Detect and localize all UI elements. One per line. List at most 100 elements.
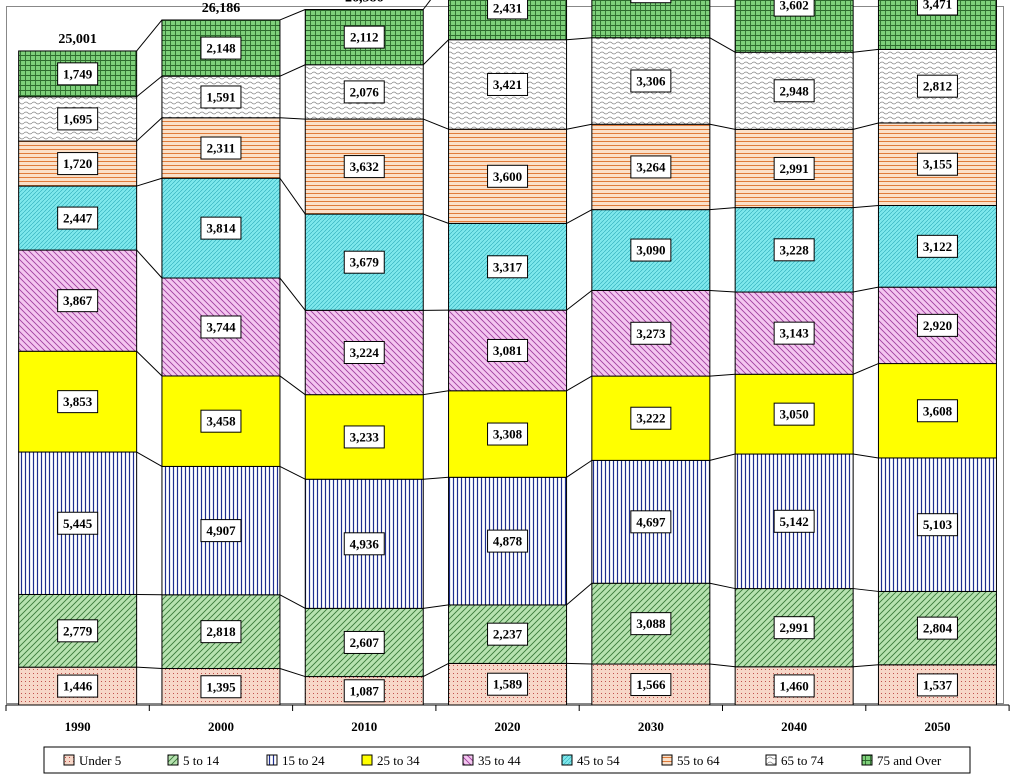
connector-line	[279, 64, 306, 77]
data-label-box	[487, 72, 529, 96]
data-label-box	[57, 674, 99, 698]
connector-line	[423, 604, 449, 609]
connector-line	[853, 286, 879, 293]
data-label-box	[200, 85, 242, 109]
connector-line	[279, 465, 306, 480]
x-tick-label: 1990	[65, 719, 91, 734]
connector-line	[566, 209, 593, 224]
data-label-box	[57, 206, 99, 230]
data-label: 3,264	[636, 159, 666, 174]
data-label-box	[57, 107, 99, 131]
data-label-box	[773, 616, 815, 640]
data-label: 2,920	[923, 318, 952, 333]
data-label-box	[630, 321, 672, 345]
data-label: 1,591	[206, 89, 235, 104]
data-label-box	[200, 136, 242, 160]
data-label-box	[916, 673, 958, 697]
data-label: 3,228	[780, 242, 810, 257]
x-tick-label: 2020	[495, 719, 521, 734]
data-label: 3,273	[636, 326, 666, 341]
data-label-box	[200, 620, 242, 644]
data-label: 1,749	[63, 66, 93, 81]
total-label: 26,186	[202, 1, 241, 16]
data-label: 3,222	[636, 411, 665, 426]
legend-label: 15 to 24	[282, 753, 325, 768]
data-label-box	[487, 672, 529, 696]
data-label: 2,818	[206, 624, 236, 639]
data-label-box	[630, 673, 672, 697]
connector-line	[423, 476, 449, 480]
data-label-box	[200, 409, 242, 433]
data-label-box	[487, 529, 529, 553]
legend-label: 55 to 64	[677, 753, 720, 768]
connector-line	[709, 123, 736, 130]
connector-line	[853, 664, 879, 668]
connector-line	[566, 375, 593, 392]
x-tick-label: 2010	[351, 719, 377, 734]
data-label-box	[916, 0, 958, 16]
data-label: 3,679	[350, 255, 380, 270]
data-label: 2,237	[493, 627, 523, 642]
data-label: 2,148	[206, 41, 236, 56]
connector-line	[566, 37, 592, 41]
data-label: 1,446	[63, 679, 93, 694]
data-label: 3,317	[493, 259, 523, 274]
data-label: 4,936	[350, 536, 380, 551]
data-label-box	[773, 674, 815, 698]
data-label: 1,460	[780, 678, 809, 693]
data-label: 2,311	[207, 141, 236, 156]
connector-line	[423, 213, 449, 224]
data-label: 1,695	[63, 111, 93, 126]
data-label-box	[630, 612, 672, 636]
connector-line	[136, 350, 163, 377]
data-label-box	[343, 532, 385, 556]
data-label-box	[487, 255, 529, 279]
connector-line	[566, 459, 593, 478]
data-label-box	[57, 289, 99, 313]
data-label-box	[773, 509, 815, 533]
data-label-box	[343, 679, 385, 703]
data-label-box	[200, 675, 242, 699]
x-tick-label: 2050	[924, 719, 950, 734]
connector-line	[136, 451, 163, 467]
connector-lines	[136, 0, 879, 678]
data-label: 3,143	[780, 326, 810, 341]
legend-swatch	[661, 754, 673, 766]
connector-line	[566, 662, 592, 665]
legend-label: 45 to 54	[577, 753, 620, 768]
connector-line	[279, 668, 306, 678]
data-label: 1,395	[206, 679, 236, 694]
data-label: 3,224	[350, 345, 380, 360]
connector-line	[136, 666, 162, 670]
data-label-box	[200, 315, 242, 339]
data-label-box	[630, 238, 672, 262]
data-label-box	[487, 622, 529, 646]
legend-label: 35 to 44	[478, 753, 521, 768]
data-label: 2,112	[350, 30, 379, 45]
data-label: 2,076	[350, 84, 380, 99]
data-label: 3,867	[63, 293, 93, 308]
data-label-box	[630, 155, 672, 179]
connector-line	[853, 453, 879, 459]
connector-line	[136, 75, 163, 98]
data-label-box	[916, 313, 958, 337]
connector-line	[709, 582, 736, 590]
connector-line	[136, 177, 163, 187]
legend-label: 5 to 14	[183, 753, 220, 768]
connector-line	[422, 39, 449, 66]
connector-line	[709, 289, 736, 293]
data-label-box	[916, 616, 958, 640]
data-label: 2,991	[780, 620, 809, 635]
data-label: 3,155	[923, 157, 953, 172]
data-label: 3,306	[636, 74, 666, 89]
legend-swatch	[861, 754, 873, 766]
connector-line	[279, 277, 306, 311]
data-label: 3,600	[493, 169, 522, 184]
connector-line	[566, 123, 592, 130]
data-label-box	[773, 238, 815, 262]
data-label: 3,744	[206, 319, 236, 334]
data-label-box	[343, 630, 385, 654]
connector-line	[709, 453, 736, 461]
data-label-box	[57, 152, 99, 176]
